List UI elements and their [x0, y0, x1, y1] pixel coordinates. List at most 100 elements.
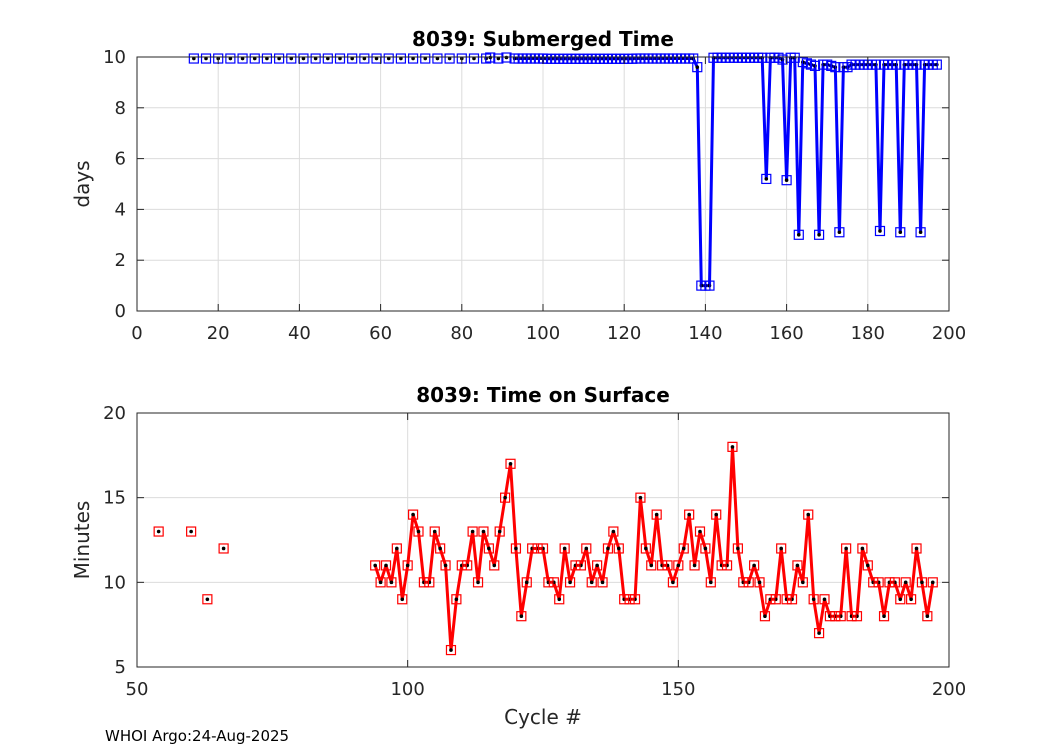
data-point-marker: [916, 577, 928, 588]
scatter-point-dot: [326, 56, 330, 61]
data-point-marker: [711, 509, 722, 520]
scatter-point-marker: [249, 53, 260, 64]
series-point-dot: [709, 580, 713, 585]
series-point-dot: [681, 546, 686, 551]
data-point-marker: [570, 560, 581, 571]
scatter-point-dot: [221, 546, 226, 551]
data-point-marker: [581, 543, 592, 554]
y-tick-label: 6: [115, 149, 126, 170]
data-point-marker: [521, 577, 532, 588]
scatter-point-marker: [485, 52, 496, 63]
data-point-marker: [889, 577, 900, 588]
data-point-marker: [749, 560, 760, 571]
data-point-marker: [597, 577, 608, 588]
data-point-marker: [786, 594, 798, 605]
data-point-marker: [440, 560, 451, 571]
data-point-marker: [397, 594, 408, 605]
series-point-dot: [903, 580, 908, 585]
data-point-marker: [900, 577, 911, 588]
scatter-point-marker: [286, 53, 297, 64]
data-point-marker: [407, 509, 419, 520]
data-point-marker: [554, 594, 565, 605]
series-point-dot: [795, 563, 800, 568]
data-point-marker: [776, 543, 787, 554]
data-point-marker: [895, 227, 906, 238]
series-point-dot: [432, 529, 437, 534]
data-point-marker: [716, 560, 727, 571]
footer-credit: WHOI Argo:24-Aug-2025: [105, 727, 289, 745]
series-point-dot: [492, 563, 497, 568]
data-point-marker: [819, 594, 830, 605]
data-point-marker: [835, 611, 846, 622]
y-axis-label: days: [70, 160, 94, 207]
data-point-marker: [738, 577, 749, 588]
x-tick-label: 200: [932, 323, 966, 344]
scatter-point-marker: [334, 53, 346, 64]
x-tick-label: 200: [932, 679, 966, 700]
series-point-dot: [449, 648, 453, 652]
scatter-point-dot: [313, 56, 318, 61]
series-point-dot: [524, 580, 529, 585]
y-tick-label: 0: [115, 301, 126, 322]
scatter-point-dot: [228, 56, 233, 61]
scatter-point-dot: [301, 56, 306, 61]
scatter-point-marker: [383, 53, 394, 64]
data-point-marker: [402, 560, 413, 571]
series-point-dot: [584, 546, 589, 551]
series-point-dot: [411, 512, 415, 517]
data-point-marker: [613, 543, 624, 554]
series-point-dot: [752, 563, 756, 568]
data-point-marker: [592, 560, 603, 571]
series-point-dot: [644, 546, 648, 551]
scatter-point-dot: [488, 55, 493, 60]
data-point-marker: [770, 594, 781, 605]
scatter-point-dot: [411, 56, 415, 61]
scatter-point-marker: [225, 53, 236, 64]
data-point-marker: [809, 60, 821, 71]
x-tick-label: 150: [661, 679, 695, 700]
scatter-point-marker: [186, 526, 197, 537]
series-point-dot: [736, 546, 740, 551]
data-point-marker: [429, 526, 440, 537]
y-tick-label: 4: [115, 199, 126, 220]
scatter-point-marker: [153, 526, 164, 537]
data-point-marker: [808, 594, 819, 605]
series-point-dot: [811, 597, 816, 602]
data-point-marker: [824, 611, 836, 622]
series-point-dot: [796, 233, 801, 237]
data-point-marker: [830, 611, 841, 622]
data-point-marker: [922, 611, 933, 622]
data-point-marker: [884, 577, 895, 588]
data-point-marker: [846, 611, 857, 622]
data-point-marker: [862, 560, 873, 571]
scatter-point-marker: [420, 53, 431, 64]
series-point-dot: [920, 580, 924, 585]
series-point-dot: [443, 563, 448, 568]
data-point-marker: [743, 577, 754, 588]
series-point-dot: [487, 546, 491, 551]
series-point-dot: [817, 631, 821, 635]
data-point-marker: [684, 509, 695, 520]
scatter-point-dot: [447, 56, 452, 61]
data-point-marker: [489, 560, 500, 571]
data-point-marker: [700, 543, 711, 554]
scatter-point-dot: [252, 56, 257, 61]
data-point-marker: [532, 543, 543, 554]
data-point-marker: [467, 526, 478, 537]
surface-time-panel: 50 100 150 200 5 10 15 20 8039: Time on Surface M…: [70, 383, 966, 729]
data-point-marker: [391, 543, 402, 554]
scatter-point-marker: [310, 53, 321, 64]
series-point-dot: [714, 512, 719, 517]
data-point-marker: [727, 441, 738, 452]
series-point-dot: [930, 580, 935, 585]
x-tick-label: 180: [851, 323, 885, 344]
series-point-dot: [373, 563, 377, 568]
data-point-marker: [608, 526, 619, 537]
data-point-marker: [516, 611, 527, 622]
data-point-marker: [927, 577, 938, 588]
series-point-dot: [600, 580, 605, 585]
scatter-point-dot: [289, 56, 294, 61]
data-point-marker: [651, 509, 662, 520]
scatter-point-dot: [204, 56, 208, 61]
data-point-marker: [386, 577, 397, 588]
